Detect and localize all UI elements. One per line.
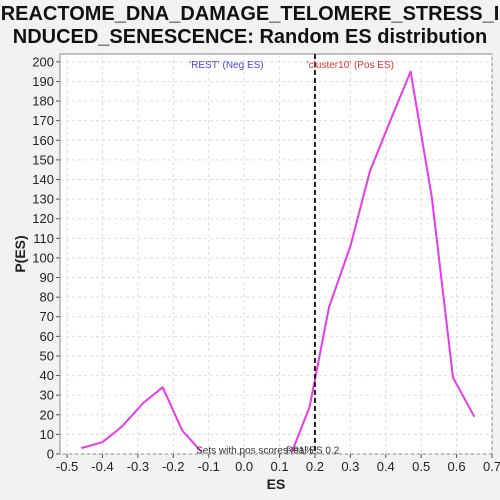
- chart-title-line-1: REACTOME_DNA_DAMAGE_TELOMERE_STRESS_I: [1, 3, 500, 25]
- y-tick-label: 170: [32, 113, 54, 128]
- y-tick-label: 70: [40, 309, 54, 324]
- series-line-segment: [290, 70, 476, 453]
- y-tick-label: 30: [40, 388, 54, 403]
- y-axis-ticks: 0 10 20 30 40 50 60 70 80 90 100 110 120 130 140 150 160…: [32, 54, 60, 462]
- y-tick-label: 100: [32, 250, 54, 265]
- x-tick-label: -0.3: [127, 459, 149, 474]
- pos-scores-annotation: Sets with pos scores: 91%: [196, 446, 313, 457]
- x-tick-label: -0.2: [162, 459, 184, 474]
- y-tick-label: 40: [40, 368, 54, 383]
- x-tick-label: 0.2: [306, 459, 324, 474]
- real-es-annotation: Real ES 0.2: [286, 446, 340, 457]
- x-tick-label: 0.4: [377, 459, 395, 474]
- y-tick-label: 110: [33, 231, 54, 246]
- chart-title-line-2: NDUCED_SENESCENCE: Random ES distributio…: [13, 26, 487, 48]
- y-tick-label: 10: [40, 427, 54, 442]
- y-tick-label: 80: [40, 290, 54, 305]
- y-axis-label: P(ES): [12, 235, 28, 272]
- x-tick-label: 0.3: [341, 459, 359, 474]
- x-tick-label: 0.0: [235, 459, 253, 474]
- neg-es-annotation: 'REST' (Neg ES): [189, 60, 263, 71]
- pos-es-annotation: 'cluster10' (Pos ES): [307, 60, 394, 71]
- y-tick-label: 140: [32, 172, 54, 187]
- x-tick-label: -0.5: [56, 459, 78, 474]
- y-tick-label: 200: [32, 54, 54, 69]
- y-tick-label: 90: [40, 270, 54, 285]
- x-axis-ticks: -0.5 -0.4 -0.3 -0.2 -0.1 0.0 0.1 0.2 0.3 0.4 0.5 0.…: [56, 454, 500, 474]
- y-tick-label: 20: [40, 407, 54, 422]
- plot-area: [59, 53, 493, 455]
- x-axis-label: ES: [267, 476, 286, 492]
- x-tick-label: 0.6: [448, 459, 466, 474]
- y-tick-label: 50: [40, 348, 54, 363]
- x-tick-label: 0.5: [412, 459, 430, 474]
- x-tick-label: -0.1: [198, 459, 220, 474]
- x-tick-label: 0.1: [271, 459, 289, 474]
- y-tick-label: 60: [40, 329, 54, 344]
- y-tick-label: 150: [32, 152, 54, 167]
- series-line-segment: [80, 386, 203, 453]
- x-tick-label: 0.7: [483, 459, 500, 474]
- y-tick-label: 0: [47, 447, 54, 462]
- x-tick-label: -0.4: [91, 459, 113, 474]
- y-tick-label: 130: [32, 192, 54, 207]
- y-tick-label: 160: [32, 133, 54, 148]
- y-tick-label: 120: [32, 211, 54, 226]
- data-lines: [80, 70, 476, 453]
- y-tick-label: 180: [32, 94, 54, 109]
- y-tick-label: 190: [32, 74, 54, 89]
